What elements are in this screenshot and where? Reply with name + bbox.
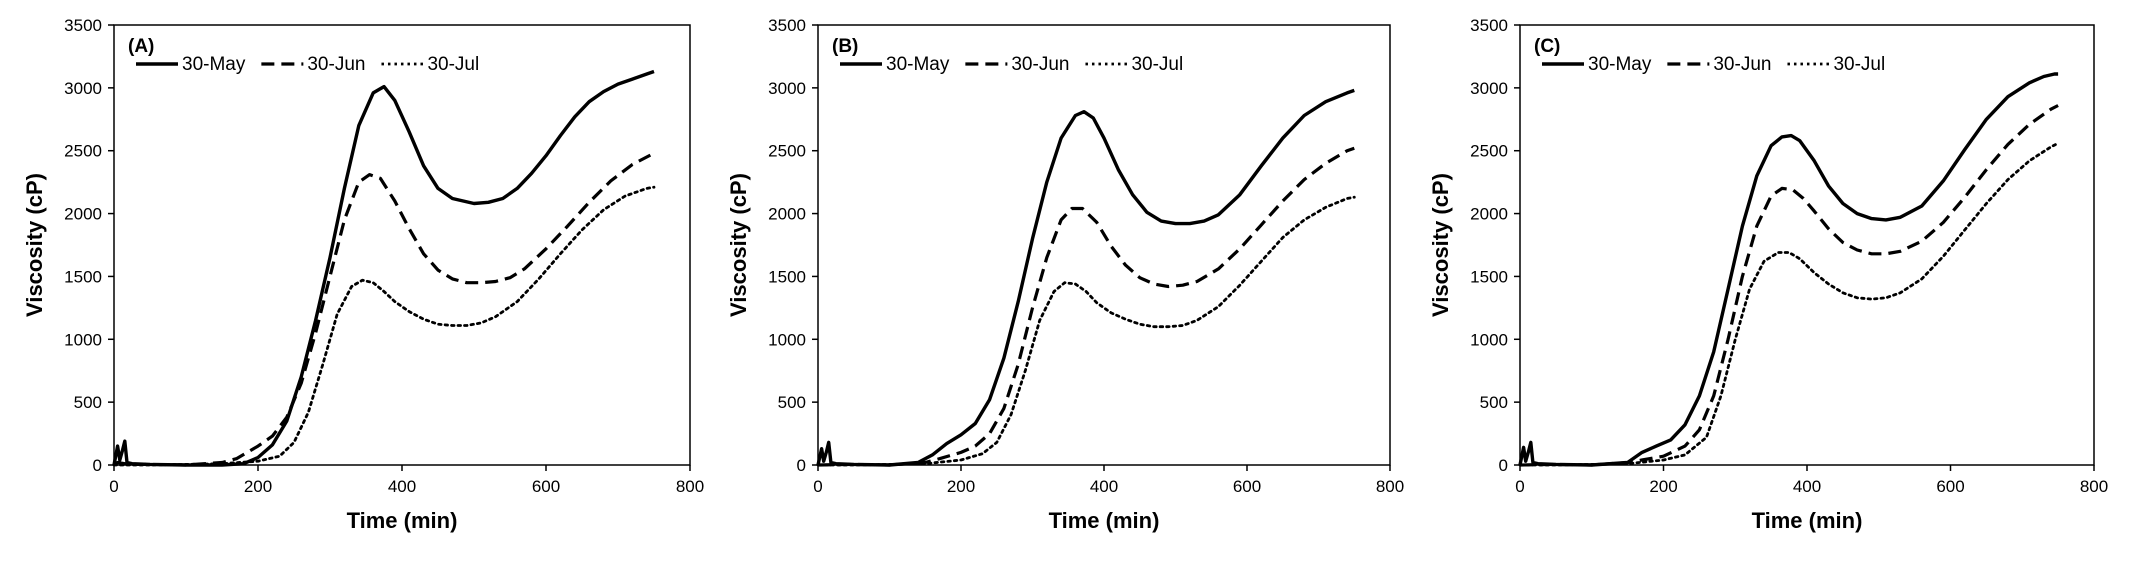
legend-entry-30-may: 30-May: [182, 54, 246, 75]
y-tick-label: 500: [1480, 393, 1508, 412]
x-tick-label: 0: [109, 477, 118, 496]
legend-entry-30-jun: 30-Jun: [1713, 54, 1771, 75]
y-tick-label: 2500: [768, 142, 806, 161]
y-tick-label: 500: [778, 393, 806, 412]
y-tick-label: 1500: [768, 267, 806, 286]
y-tick-label: 1000: [768, 330, 806, 349]
x-tick-label: 800: [1376, 477, 1404, 496]
x-tick-label: 800: [676, 477, 704, 496]
series-line-30-jun: [817, 146, 1355, 467]
series-line-30-jul: [816, 195, 1356, 467]
x-tick-label: 0: [813, 477, 822, 496]
y-axis-title: Viscosity (cP): [1428, 173, 1453, 317]
y-tick-label: 1000: [1470, 330, 1508, 349]
x-axis-title: Time (min): [1049, 508, 1160, 533]
x-tick-label: 400: [1090, 477, 1118, 496]
y-tick-label: 2000: [1470, 205, 1508, 224]
legend: 30-May 30-Jun 30-Jul: [1542, 54, 1885, 75]
x-tick-label: 200: [947, 477, 975, 496]
y-tick-label: 3500: [1470, 16, 1508, 35]
y-tick-label: 3000: [64, 79, 102, 98]
y-tick-label: 3000: [768, 79, 806, 98]
x-tick-label: 200: [1649, 477, 1677, 496]
legend: 30-May 30-Jun 30-Jul: [136, 54, 479, 75]
y-tick-label: 1000: [64, 330, 102, 349]
y-tick-label: 2000: [64, 205, 102, 224]
series-line-30-jul: [1518, 141, 2060, 467]
legend: 30-May 30-Jun 30-Jul: [840, 54, 1183, 75]
series-line-30-jun: [1519, 104, 2059, 467]
y-tick-label: 3500: [768, 16, 806, 35]
plot-area-frame: [817, 24, 1391, 466]
x-tick-label: 600: [1936, 477, 1964, 496]
y-tick-label: 0: [797, 456, 806, 475]
x-tick-label: 0: [1515, 477, 1524, 496]
x-axis-title: Time (min): [1752, 508, 1863, 533]
chart-panel-1: 0 500 1000 1500 2000 2500 3000 3500 0 200 400 600 80…: [22, 16, 704, 533]
chart-panel-3: 0 500 1000 1500 2000 2500 3000 3500 0 200 400 600 80…: [1428, 16, 2108, 533]
y-tick-label: 2500: [64, 142, 102, 161]
x-tick-label: 400: [388, 477, 416, 496]
x-tick-label: 800: [2080, 477, 2108, 496]
y-tick-label: 1500: [64, 267, 102, 286]
x-tick-label: 600: [1233, 477, 1261, 496]
y-tick-label: 3500: [64, 16, 102, 35]
y-tick-label: 500: [74, 393, 102, 412]
chart-panel-2: 0 500 1000 1500 2000 2500 3000 3500 0 200 400 600 80…: [726, 16, 1404, 533]
legend-entry-30-jul: 30-Jul: [1131, 54, 1183, 75]
plot-area-frame: [1519, 24, 2095, 466]
y-axis-title: Viscosity (cP): [22, 173, 47, 317]
y-tick-label: 0: [93, 456, 102, 475]
series-line-30-jul: [112, 185, 656, 467]
x-axis-title: Time (min): [347, 508, 458, 533]
y-tick-label: 3000: [1470, 79, 1508, 98]
panel-label: (B): [832, 36, 858, 57]
y-tick-label: 2000: [768, 205, 806, 224]
legend-entry-30-jul: 30-Jul: [427, 54, 479, 75]
legend-entry-30-may: 30-May: [886, 54, 950, 75]
panel-label: (C): [1534, 36, 1560, 57]
legend-entry-30-jun: 30-Jun: [1011, 54, 1069, 75]
x-tick-label: 200: [244, 477, 272, 496]
x-tick-label: 400: [1793, 477, 1821, 496]
y-tick-label: 1500: [1470, 267, 1508, 286]
y-tick-label: 0: [1499, 456, 1508, 475]
y-axis-title: Viscosity (cP): [726, 173, 751, 317]
panel-label: (A): [128, 36, 154, 57]
legend-entry-30-jun: 30-Jun: [307, 54, 365, 75]
y-tick-label: 2500: [1470, 142, 1508, 161]
legend-entry-30-jul: 30-Jul: [1833, 54, 1885, 75]
legend-entry-30-may: 30-May: [1588, 54, 1652, 75]
x-tick-label: 600: [532, 477, 560, 496]
